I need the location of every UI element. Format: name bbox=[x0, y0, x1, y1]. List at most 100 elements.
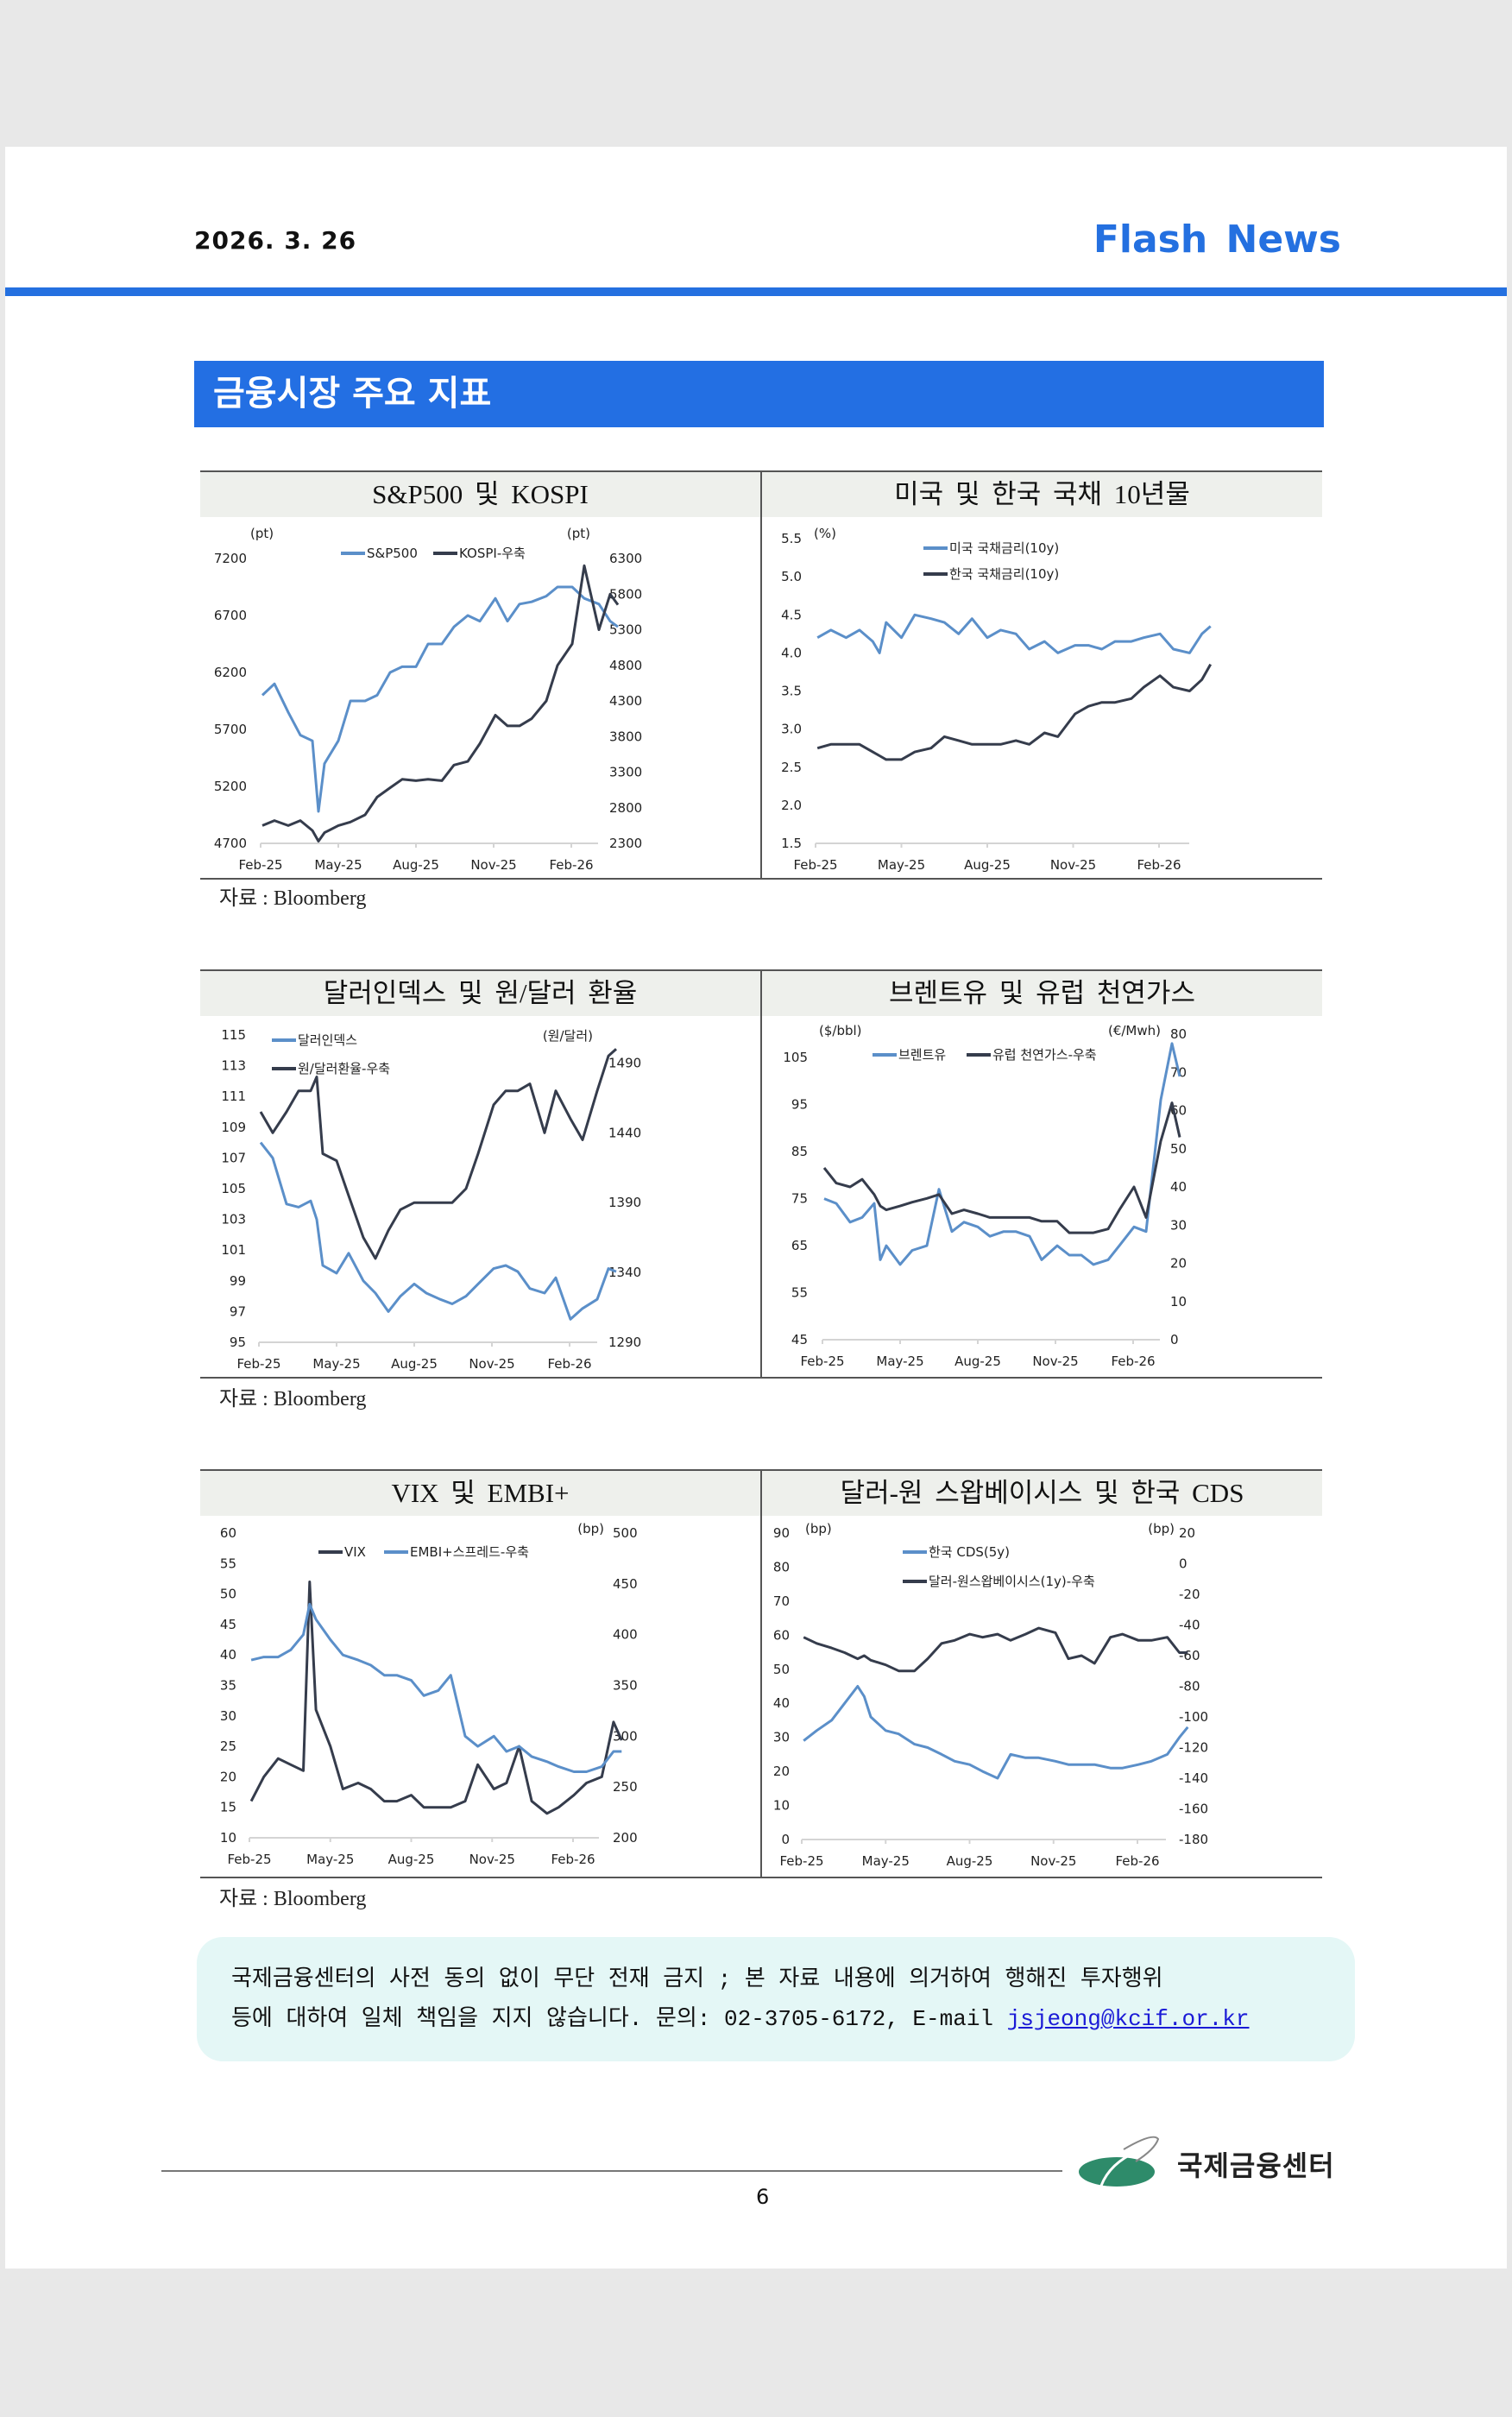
left-axis-unit: (bp) bbox=[805, 1521, 832, 1537]
x-tick-label: May-25 bbox=[862, 1853, 910, 1869]
right-axis-tick-label: 6300 bbox=[609, 551, 642, 566]
x-tick-label: Nov-25 bbox=[1030, 1853, 1076, 1869]
left-axis-tick-label: 113 bbox=[221, 1058, 246, 1074]
left-axis-tick-label: 30 bbox=[773, 1730, 790, 1745]
x-tick-label: Feb-25 bbox=[238, 857, 282, 873]
left-axis-tick-label: 80 bbox=[773, 1559, 790, 1575]
left-axis-tick-label: 0 bbox=[781, 1832, 790, 1847]
right-axis-tick-label: 1340 bbox=[608, 1265, 641, 1280]
right-axis-tick-label: 250 bbox=[613, 1779, 638, 1795]
x-tick-label: Nov-25 bbox=[470, 857, 516, 873]
x-tick-label: Feb-25 bbox=[800, 1354, 844, 1369]
x-tick-label: Feb-25 bbox=[236, 1356, 280, 1372]
left-axis-tick-label: 3.5 bbox=[781, 684, 802, 699]
left-axis-tick-label: 25 bbox=[220, 1739, 236, 1754]
left-axis-tick-label: 7200 bbox=[214, 551, 247, 566]
left-axis-tick-label: 65 bbox=[791, 1238, 808, 1253]
right-axis-unit: (원/달러) bbox=[543, 1028, 593, 1044]
right-axis-tick-label: 80 bbox=[1170, 1026, 1187, 1042]
x-tick-label: Aug-25 bbox=[947, 1853, 993, 1869]
right-axis-tick-label: 2300 bbox=[609, 836, 642, 851]
right-axis-tick-label: 3800 bbox=[609, 729, 642, 744]
legend-label: EMBI+스프레드-우축 bbox=[410, 1544, 529, 1560]
right-axis-tick-label: 4300 bbox=[609, 693, 642, 709]
chart-svg: Feb-25 May-25 Aug-25 Nov-25 Feb-26 95 97 99 101 1… bbox=[221, 1027, 641, 1372]
x-tick-label: May-25 bbox=[312, 1356, 360, 1372]
series-line-1 bbox=[803, 1626, 1188, 1673]
right-axis-unit: (bp) bbox=[577, 1521, 604, 1537]
right-axis-tick-label: 500 bbox=[613, 1525, 638, 1541]
x-tick-label: Aug-25 bbox=[391, 1356, 438, 1372]
legend-label: 한국 국채금리(10y) bbox=[949, 566, 1059, 582]
right-axis-tick-label: -60 bbox=[1179, 1648, 1200, 1663]
series-line-1 bbox=[261, 564, 620, 842]
logo-text: 국제금융센터 bbox=[1177, 2149, 1335, 2182]
legend-label: 미국 국채금리(10y) bbox=[949, 540, 1059, 556]
left-axis-tick-label: 40 bbox=[220, 1647, 236, 1663]
series-line-0 bbox=[803, 1685, 1189, 1780]
flash-news-title: Flash News bbox=[1093, 218, 1341, 262]
left-axis-tick-label: 50 bbox=[773, 1662, 790, 1677]
x-tick-label: Nov-25 bbox=[1032, 1354, 1078, 1369]
left-axis-unit: (%) bbox=[814, 526, 836, 541]
left-axis-tick-label: 109 bbox=[221, 1120, 246, 1135]
page-number: 6 bbox=[756, 2185, 770, 2209]
series-line-0 bbox=[261, 585, 619, 813]
disclaimer-box: 국제금융센터의 사전 동의 없이 무단 전재 금지 ; 본 자료 내용에 의거하… bbox=[197, 1937, 1355, 2061]
left-axis-tick-label: 85 bbox=[791, 1144, 808, 1159]
right-axis-tick-label: 20 bbox=[1170, 1256, 1187, 1272]
right-axis-tick-label: 20 bbox=[1179, 1525, 1195, 1541]
x-tick-label: May-25 bbox=[314, 857, 362, 873]
chart-title: 달러-원 스왑베이시스 및 한국 CDS bbox=[762, 1471, 1322, 1516]
right-axis-tick-label: 200 bbox=[613, 1830, 638, 1846]
right-axis-tick-label: 40 bbox=[1170, 1179, 1187, 1195]
left-axis-tick-label: 45 bbox=[791, 1332, 808, 1347]
x-tick-label: Feb-25 bbox=[793, 857, 837, 873]
logo-leaf-icon bbox=[1079, 2136, 1160, 2187]
left-axis-tick-label: 105 bbox=[221, 1181, 246, 1196]
right-axis-tick-label: 0 bbox=[1179, 1556, 1188, 1572]
left-axis-tick-label: 97 bbox=[230, 1303, 246, 1319]
legend-label: VIX bbox=[344, 1544, 366, 1560]
x-tick-label: Aug-25 bbox=[964, 857, 1011, 873]
right-axis-tick-label: 0 bbox=[1170, 1332, 1179, 1347]
left-axis-tick-label: 95 bbox=[230, 1335, 246, 1350]
series-line-0 bbox=[259, 1141, 617, 1321]
report-date: 2026. 3. 26 bbox=[194, 226, 357, 255]
legend-label: S&P500 bbox=[367, 546, 418, 561]
chart-title: 브렌트유 및 유럽 천연가스 bbox=[762, 971, 1322, 1016]
left-axis-tick-label: 103 bbox=[221, 1212, 246, 1227]
left-axis-tick-label: 4.0 bbox=[781, 645, 802, 660]
right-axis-tick-label: 400 bbox=[613, 1627, 638, 1643]
chart-svg: Feb-25 May-25 Aug-25 Nov-25 Feb-26 1.5 2.0 2.5 3… bbox=[781, 526, 1213, 873]
series-line-1 bbox=[259, 1048, 618, 1260]
legend-label: KOSPI-우축 bbox=[459, 546, 526, 561]
source-note: 자료 : Bloomberg bbox=[219, 1388, 367, 1410]
left-axis-tick-label: 4700 bbox=[214, 836, 247, 851]
source-note: 자료 : Bloomberg bbox=[219, 887, 367, 910]
x-tick-label: Nov-25 bbox=[469, 1852, 515, 1867]
legend-label: 달러인덱스 bbox=[298, 1032, 357, 1048]
email-link[interactable]: jsjeong@kcif.or.kr bbox=[1006, 2006, 1250, 2032]
chart-title: S&P500 및 KOSPI bbox=[200, 472, 760, 517]
x-tick-label: Aug-25 bbox=[393, 857, 439, 873]
chart-title: 달러인덱스 및 원/달러 환율 bbox=[200, 971, 760, 1016]
left-axis-tick-label: 35 bbox=[220, 1678, 236, 1694]
legend-label: 브렌트유 bbox=[898, 1047, 946, 1063]
x-tick-label: May-25 bbox=[306, 1852, 354, 1867]
series-line-1 bbox=[816, 663, 1213, 761]
report-page: 2026. 3. 26 Flash News 금융시장 주요 지표 S&P500… bbox=[5, 147, 1507, 2269]
left-axis-tick-label: 10 bbox=[773, 1798, 790, 1814]
chart-svg: Feb-25 May-25 Aug-25 Nov-25 Feb-26 0 10 20 30 40 5… bbox=[773, 1521, 1208, 1869]
right-axis-tick-label: -40 bbox=[1179, 1618, 1200, 1633]
right-axis-tick-label: -140 bbox=[1179, 1770, 1208, 1786]
x-tick-label: Feb-26 bbox=[551, 1852, 595, 1867]
chart-svg: Feb-25 May-25 Aug-25 Nov-25 Feb-26 45 55 65 75 85… bbox=[783, 1023, 1187, 1369]
left-axis-tick-label: 5200 bbox=[214, 779, 247, 794]
x-tick-label: May-25 bbox=[878, 857, 925, 873]
right-axis-tick-label: -80 bbox=[1179, 1679, 1200, 1694]
right-axis-unit: (€/Mwh) bbox=[1108, 1023, 1161, 1038]
chart-svg: Feb-25 May-25 Aug-25 Nov-25 Feb-26 4700 5200 57… bbox=[214, 526, 642, 873]
x-tick-label: May-25 bbox=[876, 1354, 923, 1369]
left-axis-tick-label: 6700 bbox=[214, 608, 247, 623]
